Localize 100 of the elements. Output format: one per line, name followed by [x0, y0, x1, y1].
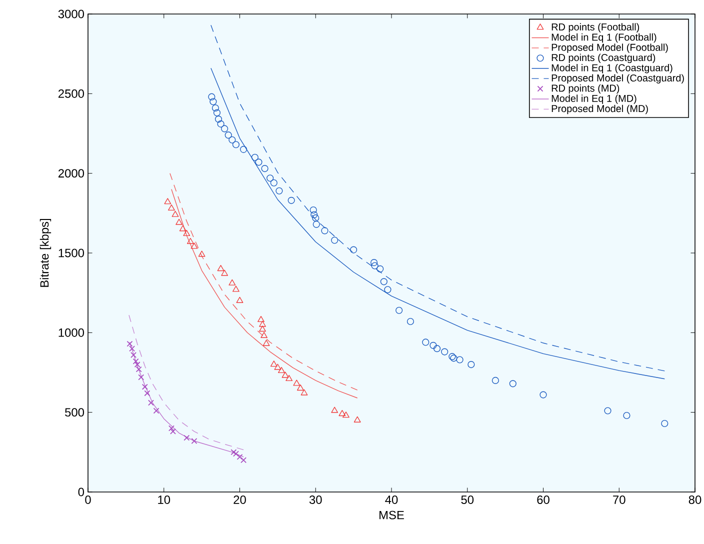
- point: [384, 286, 392, 294]
- point: [144, 390, 150, 396]
- point: [190, 242, 198, 249]
- point: [232, 450, 239, 457]
- point: [168, 425, 174, 432]
- point: [262, 340, 270, 346]
- point: [213, 109, 221, 116]
- point: [286, 374, 293, 382]
- legend-label: Proposed Model (Football): [552, 44, 668, 53]
- y-tick-label: 500: [65, 408, 84, 417]
- point: [132, 358, 139, 364]
- point: [168, 204, 175, 211]
- point: [224, 132, 232, 139]
- point: [232, 141, 240, 148]
- point: [261, 165, 268, 172]
- point: [221, 125, 228, 132]
- point: [142, 384, 148, 390]
- point: [236, 454, 243, 460]
- point: [130, 352, 137, 358]
- point: [198, 250, 206, 257]
- point: [136, 366, 142, 372]
- point: [258, 316, 264, 322]
- point: [208, 93, 216, 100]
- x-tick-label: 60: [537, 496, 550, 504]
- point: [270, 179, 278, 186]
- point: [164, 198, 172, 204]
- point: [191, 438, 198, 444]
- point: [172, 210, 179, 217]
- legend-label: Model in Eq 1 (Coastguard): [552, 64, 672, 74]
- x-axis-title: MSE: [380, 510, 404, 520]
- point: [259, 320, 266, 327]
- point: [342, 412, 350, 418]
- point: [282, 372, 289, 378]
- point: [468, 360, 475, 368]
- point: [255, 158, 262, 166]
- point: [276, 187, 283, 194]
- x-tick-label: 20: [234, 496, 246, 504]
- point: [270, 360, 278, 367]
- legend-label: Model in Eq 1 (MD): [552, 94, 636, 104]
- point: [331, 406, 338, 413]
- point: [221, 270, 228, 276]
- point: [153, 408, 160, 414]
- y-tick-label: 1000: [58, 328, 84, 337]
- point: [232, 286, 240, 292]
- point: [184, 434, 190, 441]
- legend-label: RD points (Football): [552, 23, 640, 32]
- point: [170, 428, 176, 434]
- point: [210, 98, 217, 106]
- point: [310, 206, 317, 214]
- point: [228, 136, 236, 144]
- point: [312, 214, 320, 222]
- y-axis-title: Bitrate [kbps]: [40, 218, 52, 287]
- point: [604, 407, 612, 414]
- point: [354, 416, 361, 422]
- point: [492, 376, 499, 384]
- legend-label: Model in Eq 1 (Football): [552, 33, 656, 43]
- point: [274, 364, 282, 370]
- point: [126, 340, 133, 347]
- point: [371, 262, 378, 270]
- point: [183, 230, 190, 236]
- x-tick-label: 70: [613, 496, 626, 504]
- point: [296, 384, 304, 391]
- point: [338, 410, 346, 416]
- point: [148, 400, 154, 406]
- point: [540, 391, 547, 398]
- x-tick-label: 0: [85, 496, 91, 504]
- point: [260, 332, 268, 338]
- point: [186, 238, 194, 244]
- point: [293, 380, 300, 386]
- point: [230, 449, 237, 456]
- point: [380, 278, 388, 286]
- point: [300, 389, 308, 396]
- point: [509, 380, 516, 388]
- point: [251, 154, 258, 161]
- point: [228, 279, 236, 286]
- x-tick-label: 30: [309, 496, 322, 504]
- point: [422, 338, 430, 346]
- y-tick-label: 2000: [58, 169, 84, 178]
- x-tick-label: 40: [385, 496, 398, 504]
- point: [661, 420, 668, 428]
- point: [217, 264, 224, 272]
- point: [138, 374, 144, 380]
- point: [441, 348, 448, 356]
- point: [214, 116, 222, 123]
- legend-label: Proposed Model (Coastguard): [552, 74, 684, 84]
- legend-label: Proposed Model (MD): [552, 104, 648, 114]
- x-tick-label: 50: [461, 496, 474, 504]
- point: [406, 318, 414, 326]
- point: [433, 345, 441, 352]
- point: [430, 342, 437, 349]
- y-tick-label: 3000: [58, 10, 84, 18]
- point: [134, 362, 140, 368]
- point: [217, 120, 224, 128]
- point: [370, 259, 378, 266]
- y-tick-label: 2500: [58, 89, 84, 98]
- x-tick-label: 10: [158, 496, 170, 504]
- point: [278, 366, 285, 374]
- y-tick-label: 0: [78, 488, 84, 496]
- point: [240, 457, 247, 464]
- point: [176, 218, 183, 225]
